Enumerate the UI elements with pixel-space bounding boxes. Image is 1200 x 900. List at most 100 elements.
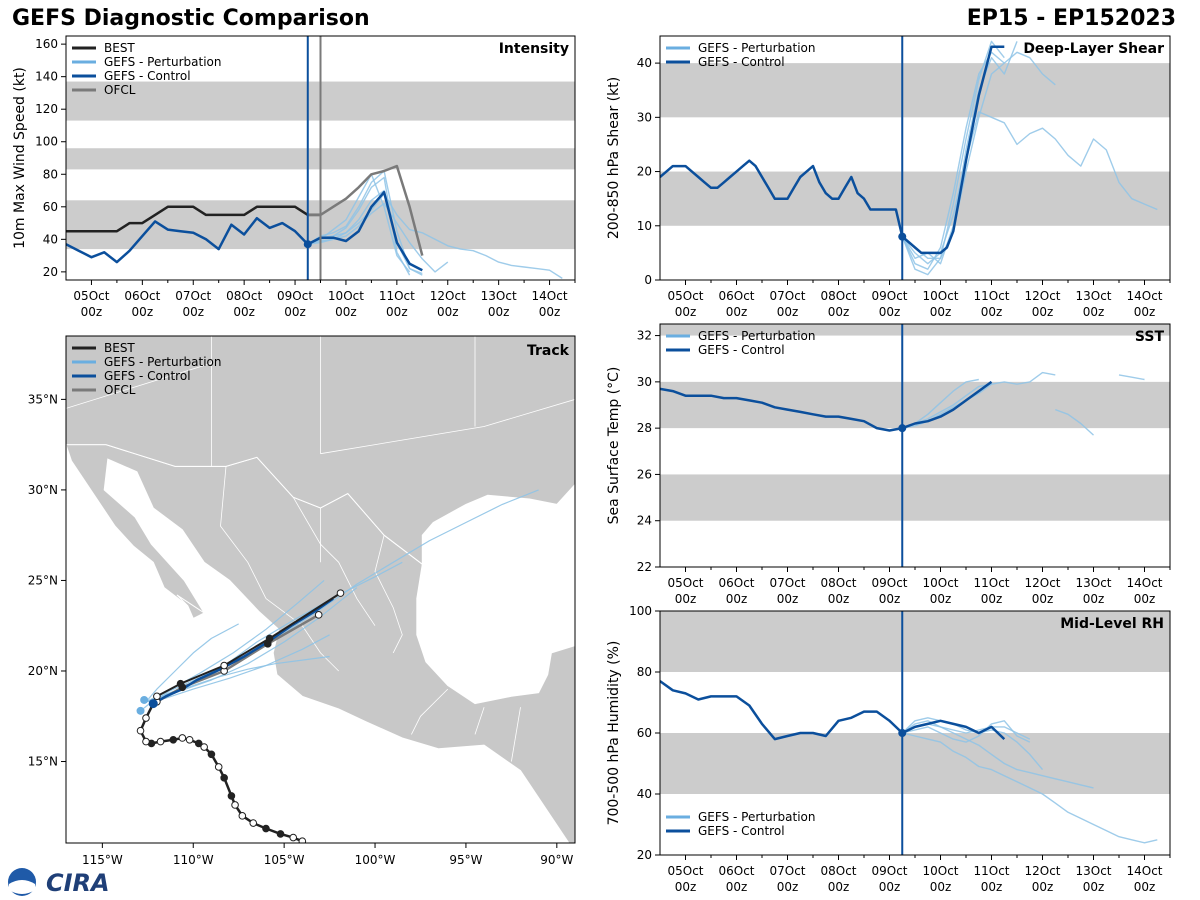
x-tick-label: 00z [1134,592,1156,606]
lat-tick-label: 20°N [28,664,58,678]
y-tick-label: 26 [637,467,652,481]
perturbation-line [902,720,1031,743]
x-tick-label: 12Oct [1024,289,1060,303]
y-axis-label: Sea Surface Temp (°C) [606,367,622,525]
perturbation-track [145,634,330,703]
y-tick-label: 32 [637,329,652,343]
x-tick-label: 05Oct [667,576,703,590]
init-marker [303,240,312,249]
border-line [292,496,376,626]
x-tick-label: 00z [1083,305,1105,319]
land-mass [176,594,206,620]
x-tick-label: 14Oct [1126,576,1162,590]
threshold-band [660,474,1170,521]
best-track-point [298,837,307,843]
perturbation-line [307,193,563,279]
x-tick-label: 00z [437,305,459,319]
perturbation-line [1055,408,1094,436]
lat-tick-label: 15°N [28,755,58,769]
noaa-wave-icon [9,880,35,894]
x-tick-label: 00z [930,305,952,319]
y-tick-label: 30 [637,110,652,124]
y-tick-label: 40 [637,787,652,801]
x-tick-label: 00z [284,305,306,319]
border-line [66,362,212,409]
y-tick-label: 24 [637,514,652,528]
border-line [474,707,485,735]
x-tick-label: 10Oct [328,289,364,303]
x-tick-label: 00z [1083,592,1105,606]
x-tick-label: 00z [828,880,850,894]
x-tick-label: 00z [930,592,952,606]
legend-label-pert: GEFS - Perturbation [698,810,815,824]
ofcl-line [307,164,424,256]
best-track-point [169,735,178,744]
legend-label-pert: GEFS - Perturbation [698,41,815,55]
chart-title: Intensity [499,41,569,57]
y-tick-label: 22 [637,560,652,574]
perturbation-line [901,41,1018,265]
storm-id: EP15 - EP152023 [966,6,1176,31]
legend-label-pert: GEFS - Perturbation [104,55,221,69]
legend-label-best: BEST [104,341,135,355]
x-tick-label: 05Oct [667,289,703,303]
best-track-point [220,661,228,670]
x-tick-label: 06Oct [124,289,160,303]
y-tick-label: 100 [35,135,58,149]
perturbation-start-point [136,706,145,715]
control-line [660,680,1006,741]
x-tick-label: 06Oct [718,576,754,590]
shear-chart: 0 10 20 30 40 05Oct 00z 06Oct 00z 07Oct 00z 08Oct 00… [606,35,1171,319]
y-tick-label: 100 [629,604,652,618]
x-tick-label: 09Oct [277,289,313,303]
best-track-point [227,792,236,800]
lon-tick-label: 90°W [540,853,573,867]
cira-logo: CIRA [8,868,110,897]
x-tick-label: 00z [879,880,901,894]
lat-tick-label: 25°N [28,573,58,587]
x-tick-label: 08Oct [820,864,856,878]
x-tick-label: 11Oct [973,864,1009,878]
y-tick-label: 120 [35,102,58,116]
x-tick-label: 10Oct [922,289,958,303]
border-line [265,598,339,672]
best-track-point [176,679,185,688]
x-tick-label: 00z [1134,880,1156,894]
lat-tick-label: 30°N [28,483,58,497]
y-tick-label: 20 [637,848,652,862]
lon-tick-label: 110°W [173,853,214,867]
best-track-point [156,737,165,746]
best-track-point [249,819,258,827]
perturbation-line [307,173,411,273]
best-track-point [200,743,208,751]
x-tick-label: 00z [777,592,799,606]
control-line [66,190,423,272]
x-tick-label: 08Oct [226,289,262,303]
intensity-chart: 20 40 60 80 100 120 140 160 05Oct 00z 06Oct 00z 07Oc… [12,35,576,319]
y-tick-label: 10 [637,219,652,233]
legend-label-ofcl: OFCL [104,383,136,397]
x-tick-label: 12Oct [430,289,466,303]
perturbation-line [902,383,992,429]
intensity-series [66,164,563,279]
x-tick-label: 00z [182,305,204,319]
threshold-band [660,171,1170,226]
best-track-point [336,589,345,597]
chart-title: Track [527,343,570,359]
border-line [374,535,403,654]
chart-title: Deep-Layer Shear [1023,41,1164,57]
y-tick-label: 80 [43,167,58,181]
y-tick-label: 140 [35,70,58,84]
legend-label-control: GEFS - Control [104,369,191,383]
legend-label-control: GEFS - Control [698,343,785,357]
sst-series [660,371,1145,436]
control-start-point [148,699,158,709]
x-tick-label: 07Oct [175,289,211,303]
x-tick-label: 00z [1032,880,1054,894]
x-tick-label: 07Oct [769,289,805,303]
best-line [66,205,321,233]
x-tick-label: 13Oct [1075,289,1111,303]
best-track-point [262,824,270,833]
x-tick-label: 11Oct [973,289,1009,303]
